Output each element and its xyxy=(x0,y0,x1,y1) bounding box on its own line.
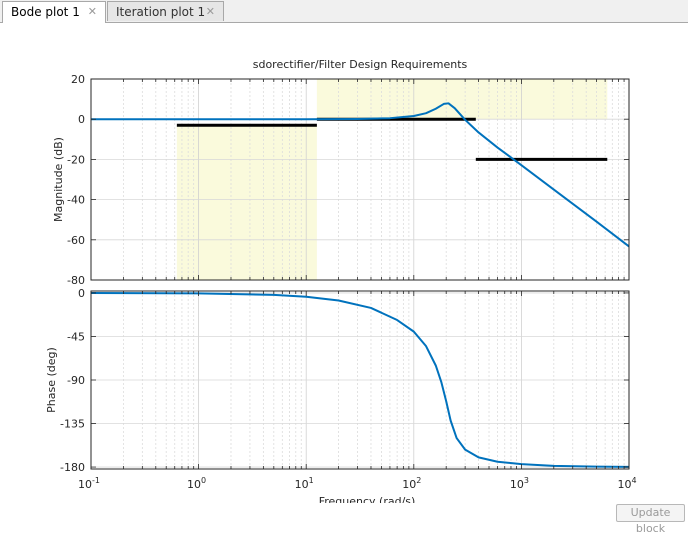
y-tick-label: -90 xyxy=(67,374,85,387)
requirement-region xyxy=(176,125,317,280)
x-tick-label: 101 xyxy=(295,476,314,491)
x-tick-label: 100 xyxy=(187,476,206,491)
phase-axes: 0 -45 -90 -135 -180 Phase (deg) xyxy=(45,287,630,474)
y-axis-label: Phase (deg) xyxy=(45,347,58,413)
tab-iteration-plot-1[interactable]: Iteration plot 1 ✕ xyxy=(107,1,224,21)
x-tick-label: 104 xyxy=(617,476,636,491)
close-icon[interactable]: ✕ xyxy=(87,5,97,18)
y-tick-label: 0 xyxy=(78,287,85,300)
y-tick-label: -60 xyxy=(67,234,85,247)
tab-bar: Bode plot 1 ✕ Iteration plot 1 ✕ xyxy=(0,0,688,23)
tab-label: Iteration plot 1 xyxy=(116,5,206,19)
y-tick-label: -80 xyxy=(67,274,85,287)
axes-frame xyxy=(90,78,630,281)
x-tick-label: 10-1 xyxy=(78,476,100,491)
phase-response-line xyxy=(90,291,630,468)
y-tick-label: 0 xyxy=(78,113,85,126)
magnitude-response-line xyxy=(91,102,630,248)
x-tick-label: 103 xyxy=(510,476,529,491)
y-tick-label: 20 xyxy=(71,73,85,86)
tab-label: Bode plot 1 xyxy=(11,5,80,19)
y-tick-label: -40 xyxy=(67,194,85,207)
y-axis-label: Magnitude (dB) xyxy=(52,137,65,222)
y-tick-label: -20 xyxy=(67,153,85,166)
tab-bode-plot-1[interactable]: Bode plot 1 ✕ xyxy=(2,1,106,23)
magnitude-axes: 20 0 -20 -40 -60 -80 Magnitude (dB) xyxy=(52,73,630,287)
chart-title: sdorectifier/Filter Design Requirements xyxy=(253,58,468,71)
y-tick-label: -180 xyxy=(60,461,85,474)
update-block-button[interactable]: Update block xyxy=(616,504,685,535)
x-axis-label: Frequency (rad/s) xyxy=(319,495,416,503)
close-icon[interactable]: ✕ xyxy=(205,5,215,18)
requirement-region xyxy=(316,79,608,120)
x-tick-label: 102 xyxy=(402,476,421,491)
bode-plot: 20 0 -20 -40 -60 -80 Magnitude (dB) 0 -45 -90 -135… xyxy=(45,58,637,503)
y-tick-label: -45 xyxy=(67,330,85,343)
y-tick-label: -135 xyxy=(60,418,85,431)
